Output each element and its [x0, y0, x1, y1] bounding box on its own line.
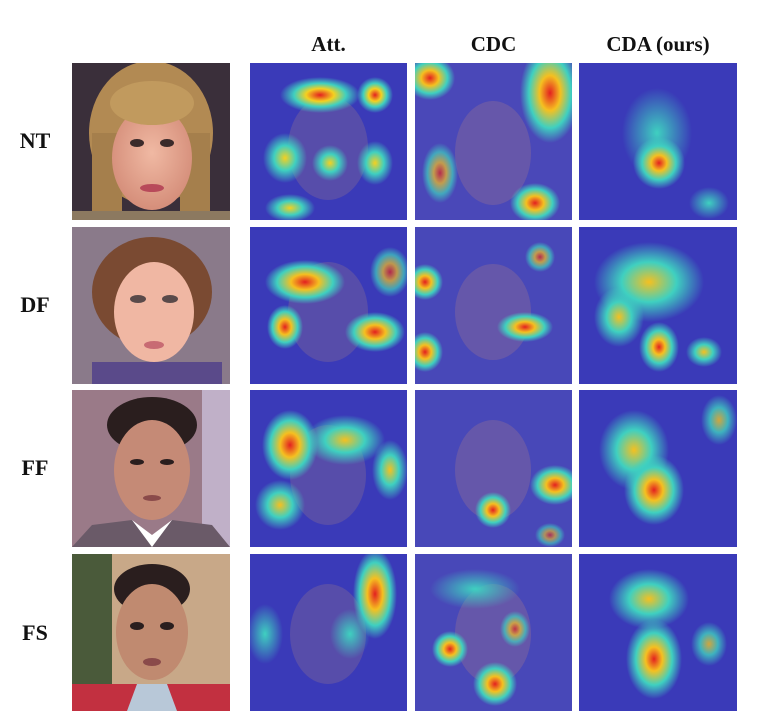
- heatmap-cdc-nt: [415, 63, 572, 220]
- row-label-ff: FF: [21, 455, 49, 480]
- heatmap-cda-df: [579, 227, 737, 384]
- heatmap-att-ff: [250, 390, 407, 547]
- heatmap-att-df: [250, 227, 407, 384]
- heatmap-att-nt: [250, 63, 407, 220]
- heatmap-cdc-fs: [415, 554, 572, 711]
- row-label-df: DF: [20, 292, 50, 317]
- heatmap-cda-ff: [579, 390, 737, 547]
- column-header-cdc: CDC: [470, 32, 517, 56]
- heatmap-cda-nt: [579, 63, 737, 220]
- face-image-df: [72, 227, 230, 384]
- row-label-fs: FS: [22, 620, 48, 645]
- row-label-nt: NT: [19, 128, 51, 153]
- column-header-att: Att.: [311, 32, 346, 56]
- heatmap-cdc-ff: [415, 390, 572, 547]
- face-image-nt: [72, 63, 230, 220]
- face-image-ff: [72, 390, 230, 547]
- heatmap-cdc-df: [415, 227, 572, 384]
- face-image-fs: [72, 554, 230, 711]
- heatmap-att-fs: [250, 554, 407, 711]
- heatmap-cda-fs: [579, 554, 737, 711]
- column-header-cda: CDA (ours): [606, 32, 710, 56]
